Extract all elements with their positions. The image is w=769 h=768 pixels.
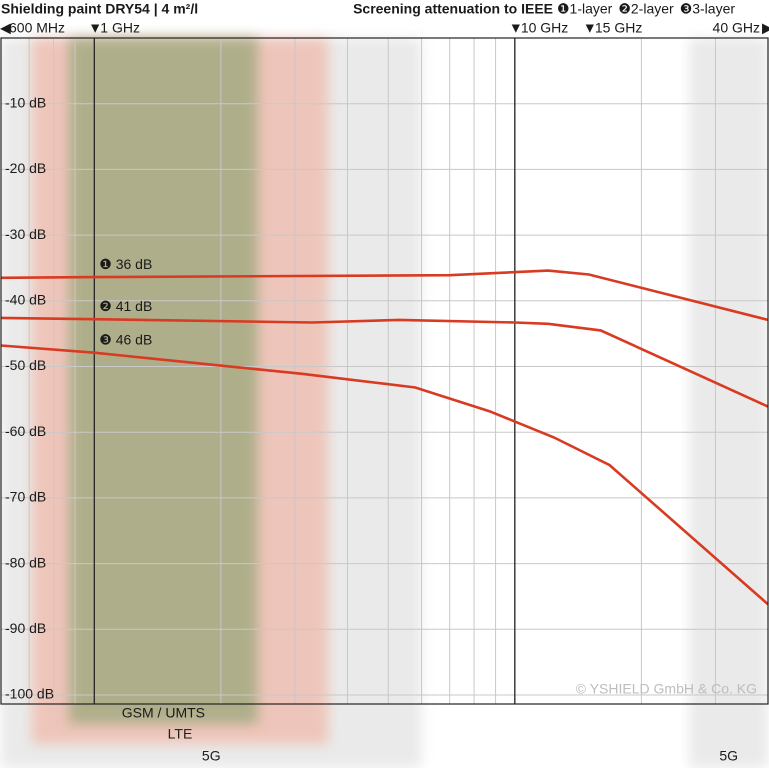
plot-frame [0, 37, 769, 705]
y-tick-label: -100 dB [5, 686, 54, 702]
data-line [0, 316, 769, 408]
y-tick-label: -80 dB [5, 554, 46, 570]
copyright: © YSHIELD GmbH & Co. KG [576, 681, 757, 697]
line-annotation: ❷ 41 dB [99, 298, 152, 314]
band-layer: 5G 5G LTE GSM / UMTS [1, 38, 768, 768]
y-tick-label: -90 dB [5, 620, 46, 636]
marker-glyph: ▼ [509, 20, 523, 36]
y-tick-label: -20 dB [5, 160, 46, 176]
data-line [0, 344, 769, 606]
frequency-band [689, 38, 768, 768]
x-marker-label: 15 GHz [595, 20, 642, 36]
legend-entry: ❷2-layer [618, 1, 674, 17]
marker-glyph: ◀ [0, 20, 11, 36]
y-tick-label: -70 dB [5, 489, 46, 505]
band-label: 5G [719, 748, 738, 764]
y-tick-label: -30 dB [5, 226, 46, 242]
line-annotation: ❶ 36 dB [99, 256, 152, 272]
y-tick-label: -40 dB [5, 292, 46, 308]
frequency-band [68, 38, 258, 724]
x-marker-label: 40 GHz [713, 20, 760, 36]
band-label: 5G [202, 748, 221, 764]
marker-glyph: ▼ [88, 20, 102, 36]
band-label: LTE [168, 726, 193, 742]
chart-title: Shielding paint DRY54 | 4 m²/l [1, 1, 198, 17]
marker-glyph: ▶ [762, 20, 769, 36]
line-layer: ❶ 36 dB ❷ 41 dB ❸ 46 dB [0, 256, 769, 606]
x-marker-label: 1 GHz [100, 20, 140, 36]
chart-subtitle: Screening attenuation to IEEE [353, 1, 553, 17]
y-tick-label: -60 dB [5, 423, 46, 439]
y-tick-label: -10 dB [5, 94, 46, 110]
top-labels: ◀600 MHz ▼1 GHz ▼10 GHz ▼15 GHz 40 GHz ▶❶1-la… [0, 1, 769, 36]
marker-glyph: ▼ [583, 20, 597, 36]
legend-entry: ❶1-layer [557, 1, 613, 17]
y-tick-label: -50 dB [5, 357, 46, 373]
data-line [0, 269, 769, 322]
legend-entry: ❸3-layer [680, 1, 736, 17]
x-marker-label: 600 MHz [9, 20, 65, 36]
band-label: GSM / UMTS [122, 705, 205, 721]
line-annotation: ❸ 46 dB [99, 331, 152, 347]
x-marker-label: 10 GHz [521, 20, 568, 36]
